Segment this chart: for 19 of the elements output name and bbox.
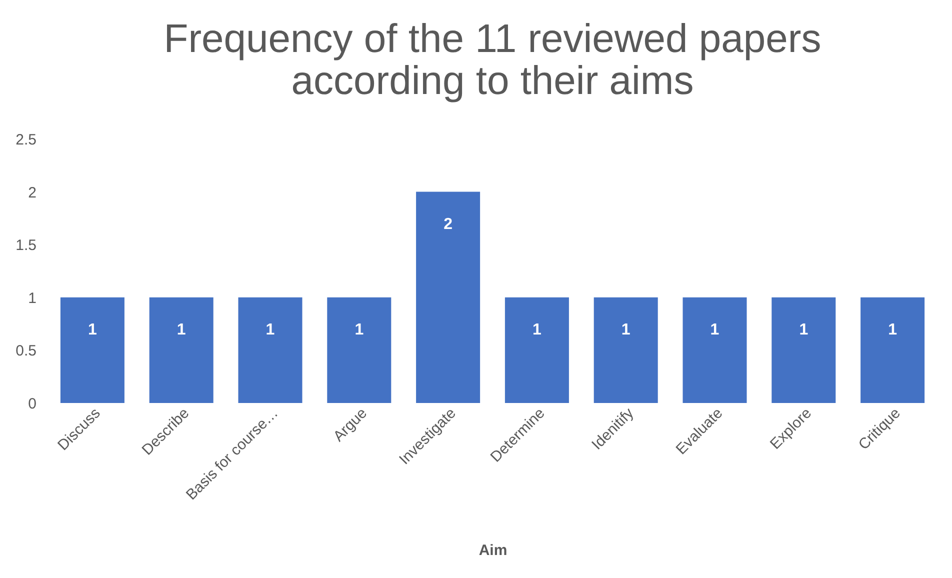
- y-tick-label: 0.5: [16, 342, 36, 360]
- y-tick-label: 2: [28, 184, 36, 202]
- data-label: 1: [621, 321, 630, 338]
- x-axis-title: Aim: [478, 542, 508, 559]
- text: according to their aims: [291, 59, 694, 103]
- y-tick-label: 1.5: [16, 237, 36, 254]
- data-label: 2: [444, 216, 453, 233]
- data-label: 1: [532, 321, 542, 338]
- text: Frequency of the 11 reviewed papers: [164, 17, 822, 61]
- data-label: 1: [888, 321, 898, 338]
- data-label: 1: [176, 321, 186, 338]
- y-tick-label: 0: [28, 396, 36, 412]
- y-tick-label: 1: [28, 290, 36, 307]
- data-label: 1: [799, 321, 808, 338]
- data-label: 1: [88, 321, 97, 338]
- y-tick-label: 2.5: [16, 132, 36, 148]
- data-label: 1: [354, 321, 364, 338]
- data-label: 1: [710, 321, 720, 338]
- data-label: 1: [266, 321, 275, 338]
